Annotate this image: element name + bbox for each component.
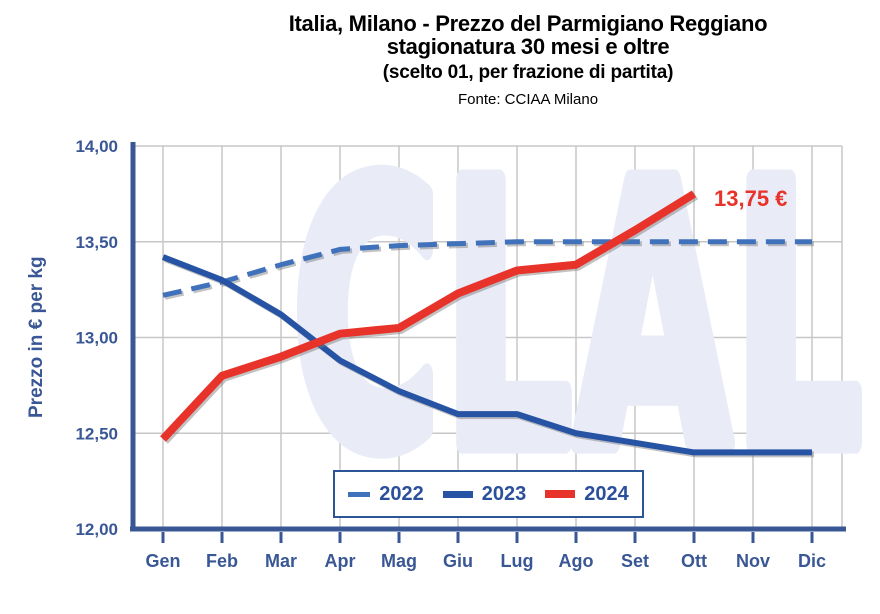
y-tick-label: 12,50 [75,424,118,443]
y-tick-label: 13,00 [75,329,118,348]
y-axis-title: Prezzo in € per kg [26,256,47,419]
clal-watermark: CLAL [293,109,865,528]
legend-dash-2023-icon [442,490,473,498]
series-layer [160,190,812,456]
axis-labels-layer: 12,00 12,50 13,00 13,50 14,00 Gen Feb Mar Apr Mag… [75,137,826,571]
chart-title-line1: Italia, Milano - Prezzo del Parmigiano R… [288,11,768,36]
x-tick-label: Apr [325,551,356,571]
legend-dash-2024-icon [545,490,576,498]
x-tick-label: Mag [381,551,417,571]
series-line-2022 [162,239,812,298]
x-tick-label: Giu [443,551,473,571]
price-annotation: 13,75 € [714,186,788,211]
x-tick-label: Ago [559,551,594,571]
legend-dash-2022-icon [348,491,371,497]
axes-layer [130,142,846,543]
y-tick-label: 12,00 [75,520,118,539]
x-tick-label: Dic [798,551,826,571]
x-tick-label: Gen [145,551,180,571]
x-tick-label: Feb [206,551,238,571]
legend-item-2023: 2023 [442,482,527,506]
legend-item-2022: 2022 [348,483,424,506]
x-tick-label: Ott [681,551,707,571]
y-tick-label: 14,00 [75,137,118,156]
chart-source: Fonte: CCIAA Milano [457,91,599,108]
series-line-2023 [161,254,812,456]
legend: 2022 2023 2024 [333,470,644,518]
y-tick-label: 13,50 [75,233,118,252]
x-tick-label: Nov [736,551,770,571]
chart-title-line2: stagionatura 30 mesi e oltre [386,34,670,59]
x-tick-label: Mar [265,551,297,571]
chart-subtitle: (scelto 01, per frazione di partita) [382,62,674,83]
series-line-2024 [160,190,697,442]
x-tick-label: Set [621,551,649,571]
x-tick-label: Lug [501,551,534,571]
chart-header: Italia, Milano - Prezzo del Parmigiano R… [176,12,880,108]
legend-label-2022: 2022 [379,482,424,505]
legend-item-2024: 2024 [545,483,629,506]
legend-label-2024: 2024 [584,482,629,505]
legend-label-2023: 2023 [481,482,527,505]
